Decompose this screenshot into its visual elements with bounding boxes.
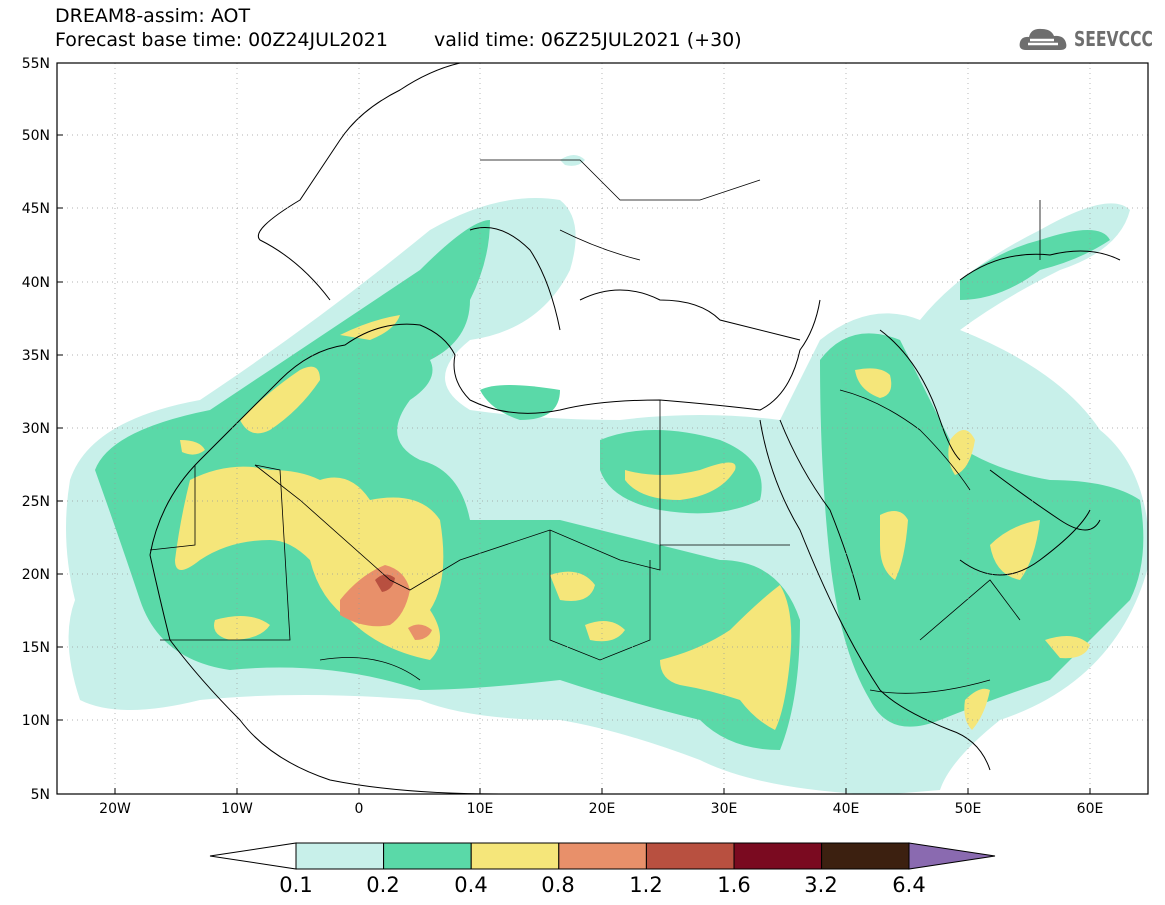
forecast-base-time: Forecast base time: 00Z24JUL2021 [55,29,388,51]
colorbar-box [733,842,823,870]
lat-label: 15N [22,640,50,656]
lat-label: 50N [22,128,50,144]
colorbar-label: 0.8 [541,873,574,897]
lon-label: 50E [955,801,982,817]
logo-text: SEEVCCC [1074,27,1153,51]
title-block: DREAM8-assim: AOT Forecast base time: 00… [55,4,742,52]
lon-label: 20W [99,801,131,817]
colorbar-label: 6.4 [892,873,925,897]
lon-label: 40E [833,801,860,817]
lat-label: 20N [22,567,50,583]
country-borders [149,159,1041,694]
colorbar-labels: 0.1 0.2 0.4 0.8 1.2 1.6 3.2 6.4 [279,873,925,897]
colorbar-label: 0.1 [279,873,312,897]
aot-band-0.2 [95,220,1144,750]
aot-band-1.2 [375,574,395,592]
colorbar-box [470,842,560,870]
aot-contours [66,155,1148,794]
tick-marks [57,62,1091,794]
lon-label: 10E [467,801,494,817]
colorbar-boxes [295,842,910,870]
seevccc-logo: SEEVCCC [1018,22,1165,56]
colorbar-label: 1.6 [717,873,750,897]
gridlines [57,63,1148,794]
coastlines [149,63,1121,794]
lat-label: 10N [22,713,50,729]
colorbar-box [821,842,910,870]
colorbar-box [558,842,647,870]
valid-time: valid time: 06Z25JUL2021 (+30) [433,29,742,51]
lon-labels: 20W 10W 0 10E 20E 30E 40E 50E 60E [99,801,1103,817]
colorbar-label: 0.4 [454,873,487,897]
lat-label: 5N [31,787,50,803]
lon-label: 20E [589,801,616,817]
time-line: Forecast base time: 00Z24JUL2021 valid ti… [55,28,742,52]
colorbar-label: 0.2 [366,873,399,897]
colorbar-high-arrow [908,842,996,870]
colorbar-low-arrow [209,842,297,870]
lat-label: 35N [22,348,50,364]
lat-label: 45N [22,201,50,217]
map-title: DREAM8-assim: AOT [55,5,251,27]
lon-label: 30E [711,801,738,817]
lat-label: 55N [22,56,50,72]
colorbar-box [645,842,735,870]
colorbar: 0.1 0.2 0.4 0.8 1.2 1.6 3.2 6.4 [209,842,996,897]
colorbar-box [295,842,385,870]
lat-labels: 55N 50N 45N 40N 35N 30N 25N 20N 15N 10N … [22,56,50,803]
colorbar-label: 1.2 [629,873,662,897]
cloud-icon [1019,28,1067,50]
colorbar-box [383,842,472,870]
lat-label: 40N [22,275,50,291]
colorbar-label: 3.2 [804,873,837,897]
lon-label: 60E [1077,801,1104,817]
lon-label: 0 [355,801,364,817]
lon-label: 10W [221,801,253,817]
lat-label: 30N [22,421,50,437]
lat-label: 25N [22,494,50,510]
